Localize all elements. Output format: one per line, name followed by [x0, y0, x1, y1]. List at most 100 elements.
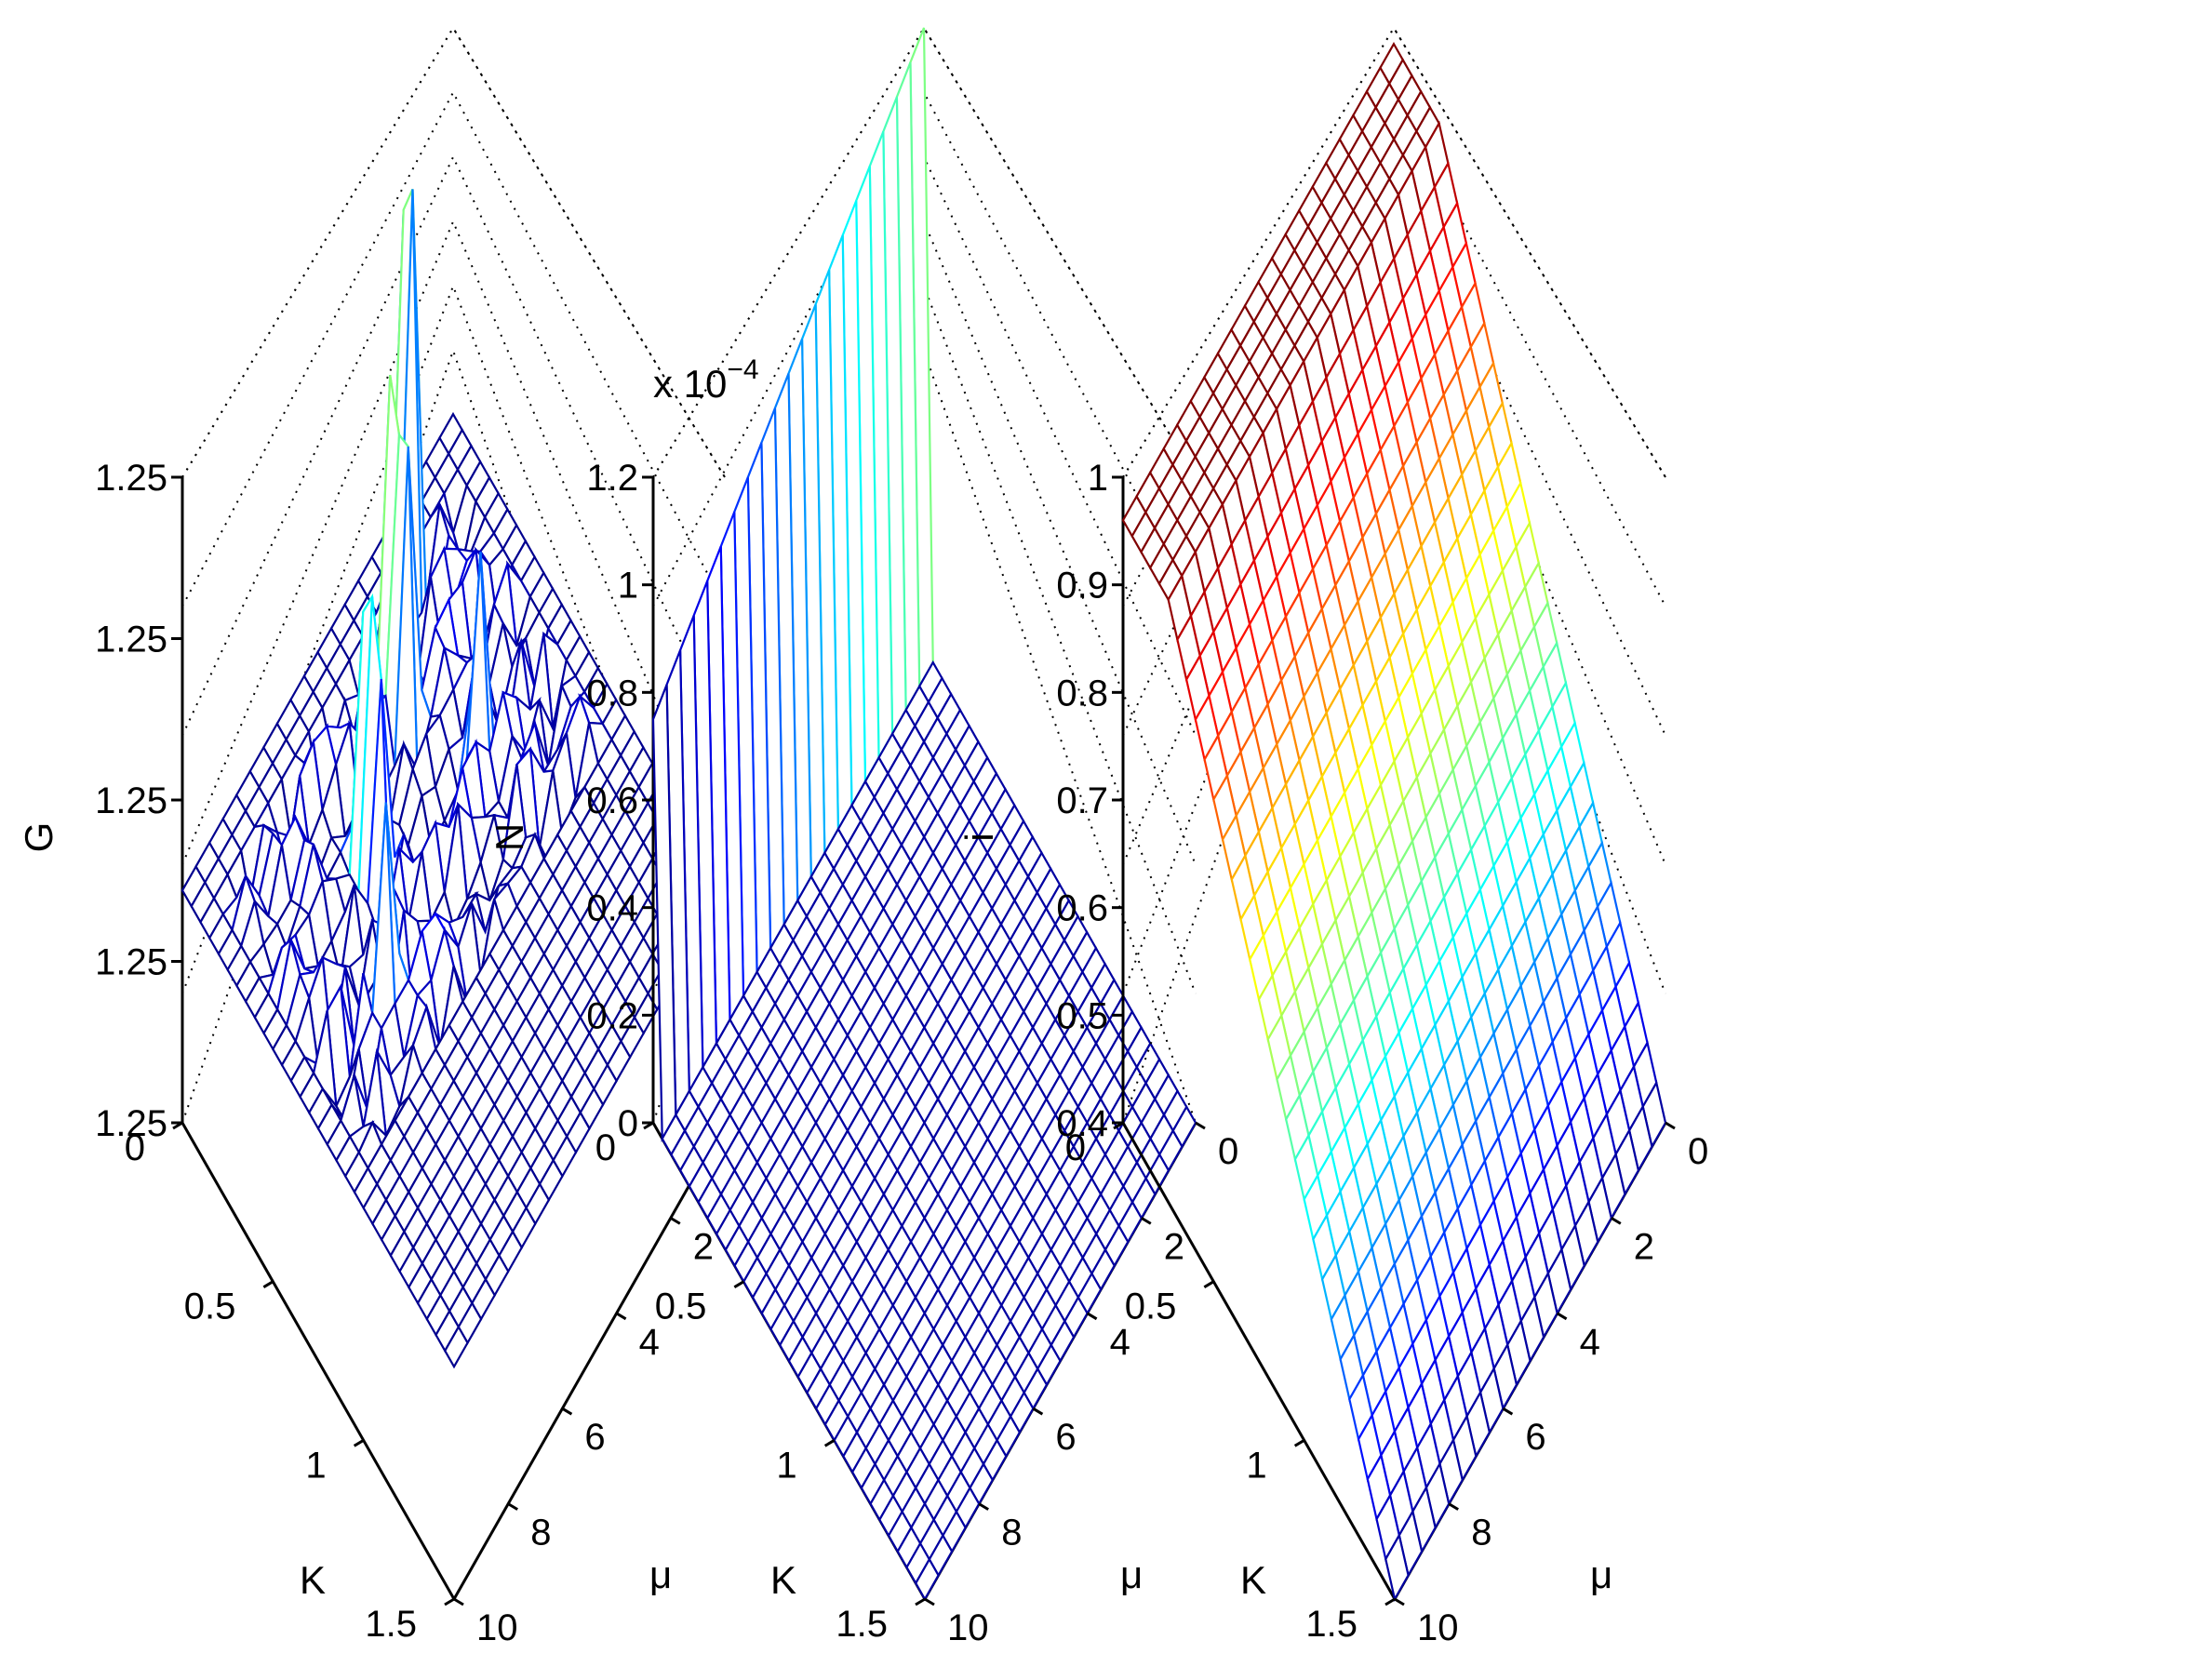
z-tick-label: 0.8 [586, 673, 638, 713]
mu-tick-label: 6 [1525, 1417, 1545, 1458]
mu-axis-label: μ [649, 1553, 672, 1596]
surface-mesh [181, 189, 727, 1369]
grid-line [652, 27, 925, 478]
mu-axis-label: μ [1120, 1553, 1143, 1596]
k-axis [1121, 1122, 1397, 1600]
k-tick [643, 1121, 654, 1130]
mu-tick [924, 1597, 935, 1607]
k-tick-label: 0.5 [1125, 1287, 1177, 1327]
mu-tick-label: 10 [476, 1607, 518, 1648]
mu-tick [561, 1407, 573, 1416]
grid-line [181, 26, 726, 478]
mu-tick-label: 6 [584, 1417, 605, 1458]
k-tick [172, 1121, 183, 1130]
z-tick-label: 0 [618, 1103, 638, 1144]
surface-mesh [1121, 42, 1667, 1603]
mu-tick [1665, 1121, 1676, 1130]
mu-tick [670, 1217, 681, 1225]
mu-tick-label: 6 [1055, 1417, 1076, 1458]
mu-tick-label: 2 [1164, 1226, 1184, 1267]
z-tick-label: 1.25 [95, 942, 167, 983]
mu-tick-label: 2 [1634, 1226, 1654, 1267]
k-tick [733, 1280, 745, 1288]
z-tick-label: 0.8 [1056, 673, 1108, 713]
k-tick-label: 1 [776, 1445, 796, 1486]
k-tick-label: 1 [305, 1445, 326, 1486]
z-tick-label: 1.25 [95, 620, 167, 660]
z-axis-label: G [17, 822, 60, 853]
k-tick [1384, 1597, 1396, 1607]
mu-axis [452, 1122, 727, 1600]
z-tick-label: 1.2 [586, 458, 638, 499]
mu-tick [453, 1597, 464, 1607]
mu-tick-label: 4 [1110, 1322, 1130, 1363]
mu-tick [1032, 1407, 1044, 1416]
mu-tick-label: 2 [693, 1226, 714, 1267]
mu-axis-label: μ [1590, 1553, 1612, 1596]
grid-line [181, 154, 726, 737]
z-tick-label: 0.4 [586, 888, 638, 929]
k-tick-label: 1.5 [1305, 1604, 1358, 1645]
k-tick-label: 0 [125, 1127, 145, 1168]
k-tick-label: 1 [1246, 1445, 1266, 1486]
z-tick-label: 1 [618, 566, 638, 607]
k-tick-label: 0.5 [655, 1287, 707, 1327]
mu-tick [507, 1502, 518, 1511]
k-tick [1203, 1280, 1215, 1288]
mu-tick [1611, 1217, 1622, 1225]
k-axis-label: K [1240, 1558, 1266, 1602]
mu-tick-label: 8 [1001, 1513, 1022, 1553]
z-tick-label: 0.5 [1056, 995, 1108, 1036]
mu-tick [1556, 1312, 1568, 1321]
mu-tick [1502, 1407, 1514, 1416]
k-tick [1113, 1121, 1124, 1130]
z-tick-label: 0.9 [1056, 566, 1108, 607]
z-tick-label: 0.6 [586, 780, 638, 821]
k-axis-label: K [300, 1558, 326, 1602]
mu-tick [615, 1312, 627, 1321]
mu-tick-label: 8 [530, 1513, 551, 1553]
exponent-base: x 10 [653, 362, 727, 406]
mu-tick-label: 4 [1580, 1322, 1600, 1363]
k-axis [181, 1122, 456, 1600]
k-tick [444, 1597, 455, 1607]
k-tick-label: 1.5 [365, 1604, 417, 1645]
grid-line [181, 27, 454, 478]
mu-tick-label: 0 [1218, 1131, 1238, 1172]
k-tick [823, 1439, 836, 1447]
mu-tick-label: 4 [639, 1322, 660, 1363]
mu-tick [978, 1502, 989, 1511]
z-tick-label: 1.25 [95, 780, 167, 821]
z-tick-label: 0.7 [1056, 780, 1108, 821]
k-tick [1293, 1439, 1305, 1447]
mu-tick [1195, 1121, 1206, 1130]
mu-tick-label: 10 [1417, 1607, 1459, 1648]
mu-tick [1141, 1217, 1152, 1225]
mu-tick [1086, 1312, 1098, 1321]
grid-line [181, 90, 726, 607]
mesh-cell [444, 1325, 469, 1369]
grid-line [652, 154, 1197, 737]
k-tick-label: 0 [595, 1127, 616, 1168]
z-tick-label: 0.2 [586, 995, 638, 1036]
k-tick [915, 1597, 926, 1607]
k-tick [353, 1439, 365, 1447]
k-tick-label: 0 [1065, 1127, 1086, 1168]
z-tick-label: 1.25 [95, 458, 167, 499]
mu-tick-label: 8 [1471, 1513, 1491, 1553]
z-tick-label: 1.25 [95, 1103, 167, 1144]
grid-line [1122, 154, 1666, 737]
mu-tick-label: 0 [1688, 1131, 1708, 1172]
z-tick-label: 0.4 [1056, 1103, 1108, 1144]
z-axis-label: N [488, 823, 531, 851]
mu-tick [1394, 1597, 1405, 1607]
grid-line [1122, 27, 1395, 478]
k-tick-label: 0.5 [184, 1287, 236, 1327]
mu-tick-label: 10 [947, 1607, 989, 1648]
